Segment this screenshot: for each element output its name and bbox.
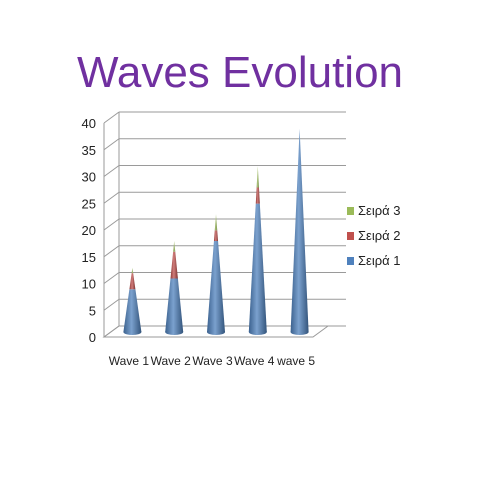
gridline-depth xyxy=(103,218,120,231)
y-tick-label: 25 xyxy=(82,196,96,211)
cone-segment xyxy=(165,278,184,332)
cone-segment xyxy=(207,241,225,332)
gridline-depth xyxy=(103,191,120,204)
y-tick-label: 0 xyxy=(89,330,96,345)
gridline-depth xyxy=(103,245,120,258)
cone-segment xyxy=(170,251,178,279)
cone-segment xyxy=(173,241,176,252)
cone-segment xyxy=(248,203,267,332)
cone-segment xyxy=(123,289,142,332)
gridline-depth xyxy=(103,165,120,177)
x-tick-label: Wave 3 xyxy=(192,354,233,368)
gridline-depth xyxy=(103,111,120,124)
x-tick-label: Wave 1 xyxy=(109,354,150,368)
y-tick-label: 5 xyxy=(89,303,96,318)
y-tick-label: 20 xyxy=(82,223,96,238)
cone-segment xyxy=(255,187,260,204)
y-tick-label: 40 xyxy=(82,116,96,131)
gridline-depth xyxy=(103,138,120,151)
legend-swatch xyxy=(347,207,354,215)
legend-label: Σειρά 1 xyxy=(358,253,400,268)
gridline-depth xyxy=(103,298,120,311)
cone-segment xyxy=(290,128,309,332)
x-tick-label: Wave 2 xyxy=(151,354,192,368)
legend-swatch xyxy=(347,232,354,240)
x-tick-label: wave 5 xyxy=(276,354,315,368)
cone-base xyxy=(207,329,225,335)
cone-base xyxy=(165,329,184,335)
cone-segment xyxy=(131,267,134,274)
gridline-depth xyxy=(103,325,120,338)
cone-segment xyxy=(213,230,219,242)
cone-base xyxy=(123,329,142,335)
gridline-depth xyxy=(103,272,120,284)
cone-segment xyxy=(129,273,136,290)
y-tick-label: 10 xyxy=(82,277,96,292)
cone-base xyxy=(248,329,267,335)
y-tick-label: 35 xyxy=(82,143,96,158)
y-tick-label: 30 xyxy=(82,170,96,185)
y-tick-label: 15 xyxy=(82,250,96,265)
legend-swatch xyxy=(347,257,354,265)
chart-title: Waves Evolution xyxy=(76,48,404,97)
cone-segment xyxy=(256,166,259,188)
cone-base xyxy=(290,329,309,335)
x-tick-label: Wave 4 xyxy=(234,354,275,368)
legend-label: Σειρά 2 xyxy=(358,228,400,243)
cone-segment xyxy=(214,214,218,231)
legend-label: Σειρά 3 xyxy=(358,203,400,218)
